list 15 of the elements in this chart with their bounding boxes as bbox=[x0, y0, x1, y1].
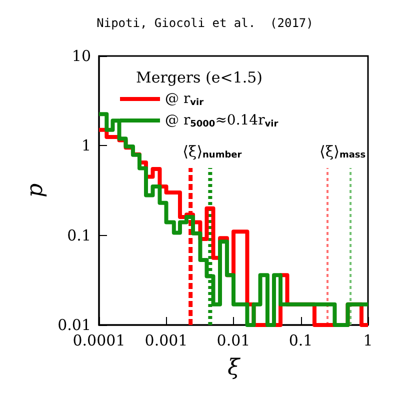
x-tick-label: 1 bbox=[363, 332, 373, 350]
x-tick-label: 0.01 bbox=[216, 332, 250, 350]
x-tick-label: 0.1 bbox=[288, 332, 313, 350]
x-axis-title: ξ bbox=[227, 356, 242, 380]
ref-line-label: ⟨ξ⟩number bbox=[182, 142, 242, 160]
legend-title: Mergers (e<1.5) bbox=[136, 68, 263, 86]
y-tick-label: 1 bbox=[81, 136, 91, 155]
y-tick-label: 0.1 bbox=[67, 226, 91, 244]
x-tick-label: 0.0001 bbox=[72, 332, 126, 350]
chart-title: Nipoti, Giocoli et al. (2017) bbox=[96, 16, 314, 30]
y-tick-label: 0.01 bbox=[58, 316, 91, 334]
y-tick-label: 10 bbox=[72, 47, 91, 65]
x-tick-label: 0.001 bbox=[144, 332, 188, 350]
ref-line-label: ⟨ξ⟩mass bbox=[320, 142, 366, 160]
y-axis-title: p bbox=[23, 183, 48, 198]
